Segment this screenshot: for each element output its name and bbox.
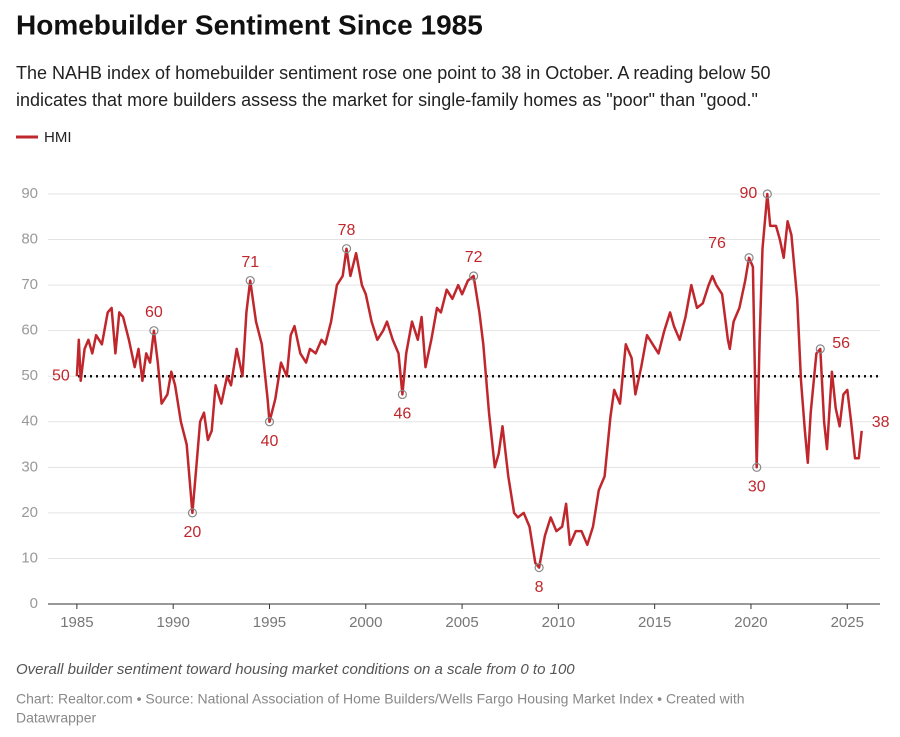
annotation-marker	[815, 344, 825, 354]
annotation-label: 90	[740, 185, 758, 202]
x-tick-label: 1990	[156, 614, 189, 631]
x-tick-label: 2020	[734, 614, 767, 631]
annotation-marker	[469, 271, 479, 281]
annotation-label: 46	[393, 406, 411, 423]
note: Overall builder sentiment toward housing…	[16, 661, 575, 678]
x-tick-label: 2025	[831, 614, 864, 631]
subtitle: The NAHB index of homebuilder sentiment …	[16, 63, 770, 83]
annotation-label: 78	[338, 222, 356, 239]
annotation-label: 40	[261, 433, 279, 450]
annotation-marker	[149, 326, 159, 336]
annotation-marker	[744, 253, 754, 263]
reference-label: 50	[52, 367, 70, 384]
annotation-label: 60	[145, 304, 163, 321]
annotation-marker	[752, 462, 762, 472]
annotation-label: 38	[872, 414, 890, 431]
annotation-label: 56	[832, 335, 850, 352]
annotation-marker	[341, 244, 352, 254]
y-tick-label: 70	[21, 276, 38, 293]
annotation-label: 72	[465, 249, 483, 266]
y-tick-label: 80	[21, 231, 38, 248]
annotation-label: 30	[748, 479, 766, 496]
chart-title: Homebuilder Sentiment Since 1985	[16, 9, 483, 40]
annotation-marker	[534, 562, 544, 573]
annotation-marker	[245, 275, 255, 286]
y-tick-label: 60	[21, 322, 38, 339]
legend-label: HMI	[44, 129, 72, 146]
annotation-marker	[187, 508, 198, 518]
x-tick-label: 2005	[445, 614, 478, 631]
x-tick-label: 2010	[542, 614, 575, 631]
annotation-marker	[397, 389, 407, 400]
source: Chart: Realtor.com • Source: National As…	[16, 691, 745, 707]
x-tick-label: 1995	[253, 614, 286, 631]
annotation-marker	[762, 189, 772, 199]
y-tick-label: 90	[21, 185, 38, 202]
x-tick-label: 2000	[349, 614, 382, 631]
y-tick-label: 20	[21, 504, 38, 521]
annotation-label: 76	[708, 235, 726, 252]
y-tick-label: 40	[21, 413, 38, 430]
annotation-marker	[264, 417, 275, 427]
y-tick-label: 30	[21, 458, 38, 475]
source: Datawrapper	[16, 710, 96, 726]
annotation-label: 8	[535, 579, 544, 596]
y-tick-label: 10	[21, 549, 38, 566]
annotation-label: 20	[184, 524, 202, 541]
annotation-label: 71	[241, 254, 259, 271]
y-tick-label: 0	[30, 595, 38, 612]
x-tick-label: 2015	[638, 614, 671, 631]
y-tick-label: 50	[21, 367, 38, 384]
subtitle: indicates that more builders assess the …	[16, 90, 758, 110]
x-tick-label: 1985	[60, 614, 93, 631]
